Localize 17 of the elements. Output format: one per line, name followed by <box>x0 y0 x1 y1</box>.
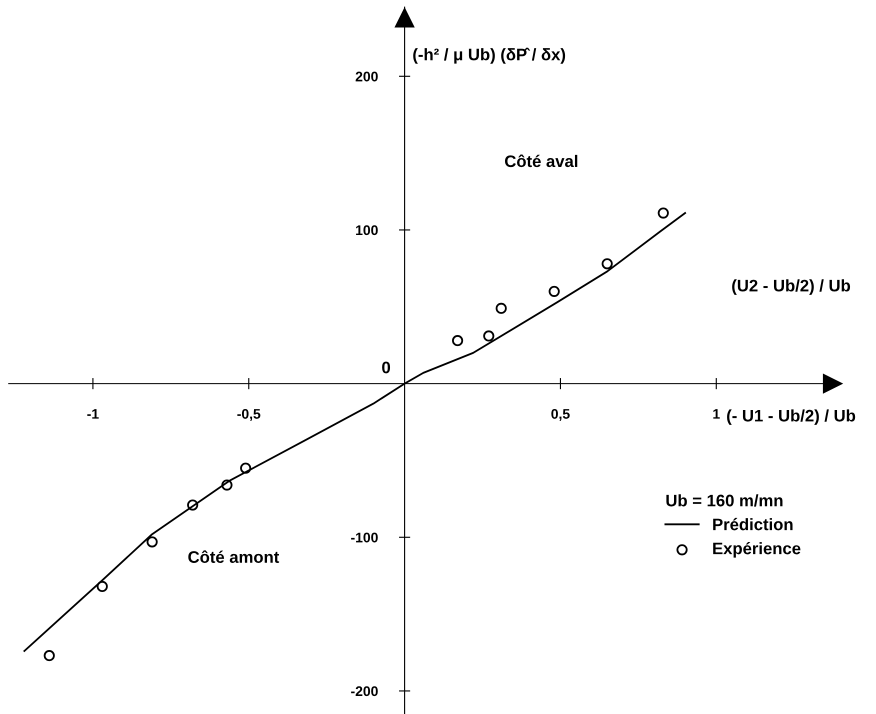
legend-label: Expérience <box>713 542 800 558</box>
y-tick-label: -100 <box>351 532 378 542</box>
legend-label: Prédiction <box>713 518 793 530</box>
x-tick-label: -1 <box>87 409 99 419</box>
annotation: (- U1 - Ub/2) / Ub <box>727 409 856 425</box>
x-tick-label: -0,5 <box>237 408 260 421</box>
y-axis-title: (-h² / μ Ub) (δP̂ / δx) <box>413 48 566 64</box>
annotation: Côté amont <box>188 550 280 563</box>
legend-title: Ub = 160 m/mn <box>666 494 782 507</box>
y-tick-label: -200 <box>351 686 378 696</box>
y-tick-label: 100 <box>356 225 378 236</box>
x-axis-title: (U2 - Ub/2) / Ub <box>732 279 850 295</box>
annotation: 0 <box>382 362 390 374</box>
x-tick-label: 0,5 <box>551 408 570 421</box>
annotation: Côté aval <box>505 154 578 168</box>
x-tick-label: 1 <box>713 409 720 419</box>
y-tick-label: 200 <box>356 72 378 82</box>
